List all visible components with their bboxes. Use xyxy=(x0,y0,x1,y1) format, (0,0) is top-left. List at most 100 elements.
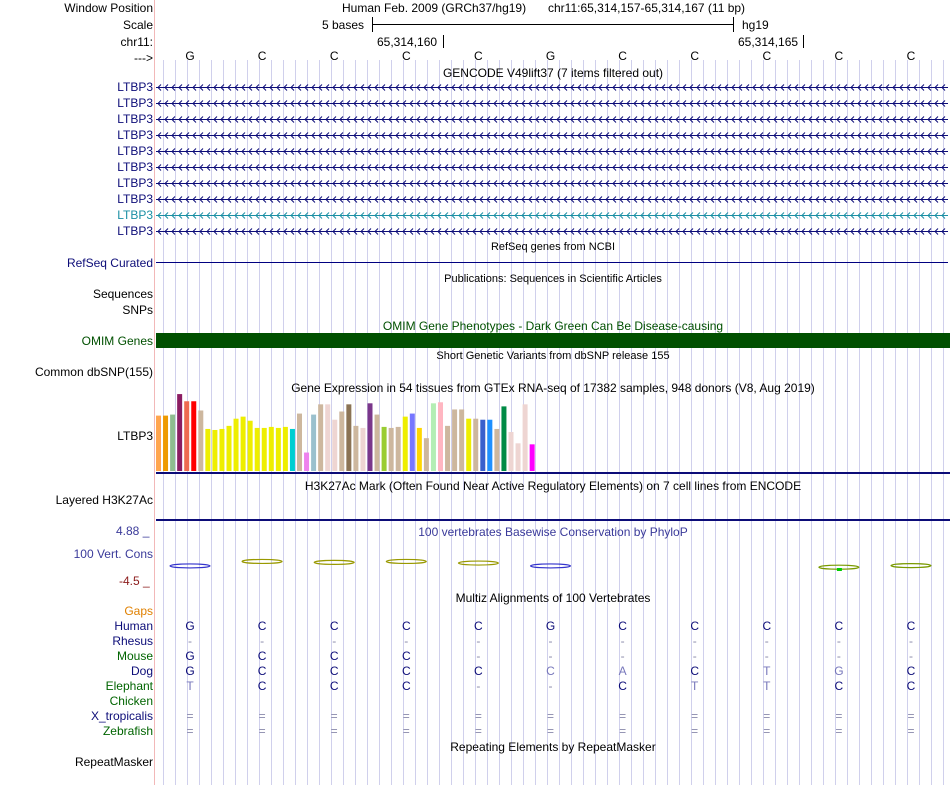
strand-arrow xyxy=(738,164,743,171)
strand-arrow xyxy=(346,148,351,155)
omim-gene-bar[interactable] xyxy=(156,333,950,348)
strand-arrow xyxy=(899,100,904,107)
gencode-intron-line[interactable] xyxy=(156,211,948,220)
gencode-item-label[interactable]: LTBP3 xyxy=(117,96,153,110)
strand-arrow xyxy=(332,132,337,139)
gencode-item-label[interactable]: LTBP3 xyxy=(117,192,153,206)
gencode-item-label[interactable]: LTBP3 xyxy=(117,176,153,190)
gencode-item-label[interactable]: LTBP3 xyxy=(117,112,153,126)
snps-label[interactable]: SNPs xyxy=(122,303,153,317)
gencode-item-label[interactable]: LTBP3 xyxy=(117,80,153,94)
strand-arrow xyxy=(346,180,351,187)
strand-arrow xyxy=(920,228,925,235)
strand-arrow xyxy=(570,148,575,155)
gtex-bar xyxy=(522,404,528,471)
strand-arrow xyxy=(850,116,855,123)
omim-track-title[interactable]: OMIM Gene Phenotypes - Dark Green Can Be… xyxy=(382,319,724,333)
gencode-item-label[interactable]: LTBP3 xyxy=(117,160,153,174)
strand-arrow xyxy=(759,84,764,91)
gencode-item-label[interactable]: LTBP3 xyxy=(117,224,153,238)
strand-arrow xyxy=(647,132,652,139)
gtex-track-title[interactable]: Gene Expression in 54 tissues from GTEx … xyxy=(291,381,815,395)
strand-arrow xyxy=(878,116,883,123)
multiz-track-title[interactable]: Multiz Alignments of 100 Vertebrates xyxy=(455,591,651,605)
strand-arrow xyxy=(451,84,456,91)
species-label[interactable]: Mouse xyxy=(116,649,153,663)
strand-arrow xyxy=(353,180,358,187)
gencode-item-label[interactable]: LTBP3 xyxy=(117,208,153,222)
alignment-base: = xyxy=(402,724,410,738)
strand-arrow xyxy=(157,100,162,107)
gtex-bar xyxy=(254,427,260,471)
strand-arrow xyxy=(374,84,379,91)
refseq-track-title[interactable]: RefSeq genes from NCBI xyxy=(490,241,616,253)
species-label[interactable]: Rhesus xyxy=(112,634,153,648)
strand-arrow xyxy=(535,228,540,235)
gencode-intron-line[interactable] xyxy=(156,195,948,204)
strand-arrow xyxy=(759,148,764,155)
gencode-intron-line[interactable] xyxy=(156,147,948,156)
strand-arrow xyxy=(612,228,617,235)
species-label[interactable]: Elephant xyxy=(105,679,153,693)
publications-label[interactable]: Sequences xyxy=(92,287,153,301)
dbsnp-label[interactable]: Common dbSNP(155) xyxy=(34,365,153,379)
strand-arrow xyxy=(241,164,246,171)
gtex-bar xyxy=(205,428,211,471)
gencode-intron-line[interactable] xyxy=(156,179,948,188)
gencode-item-label[interactable]: LTBP3 xyxy=(117,144,153,158)
scale-bar xyxy=(372,24,733,25)
publications-track-title[interactable]: Publications: Sequences in Scientific Ar… xyxy=(444,273,662,285)
species-label[interactable]: Zebrafish xyxy=(102,724,153,738)
strand-arrow xyxy=(633,180,638,187)
gencode-intron-line[interactable] xyxy=(156,115,948,124)
gencode-intron-line[interactable] xyxy=(156,83,948,92)
gencode-intron-line[interactable] xyxy=(156,163,948,172)
species-label[interactable]: Human xyxy=(114,619,153,633)
strand-arrow xyxy=(619,100,624,107)
repeatmasker-label[interactable]: RepeatMasker xyxy=(74,755,153,769)
gencode-intron-line[interactable] xyxy=(156,99,948,108)
alignment-base: G xyxy=(545,619,556,633)
h3k27ac-label[interactable]: Layered H3K27Ac xyxy=(55,493,153,507)
gencode-intron-line[interactable] xyxy=(156,131,948,140)
gtex-bar-chart[interactable] xyxy=(155,390,540,472)
strand-arrow xyxy=(745,196,750,203)
omim-label[interactable]: OMIM Genes xyxy=(81,334,153,348)
species-label[interactable]: Chicken xyxy=(109,694,153,708)
gencode-item-label[interactable]: LTBP3 xyxy=(117,128,153,142)
strand-arrow xyxy=(738,84,743,91)
strand-arrow xyxy=(906,196,911,203)
strand-arrow xyxy=(640,84,645,91)
strand-arrow xyxy=(934,196,939,203)
strand-arrow xyxy=(808,132,813,139)
strand-arrow xyxy=(836,84,841,91)
gtex-label[interactable]: LTBP3 xyxy=(117,429,153,443)
strand-arrow xyxy=(325,164,330,171)
strand-arrow xyxy=(199,116,204,123)
strand-arrow xyxy=(402,132,407,139)
refseq-gene-line[interactable] xyxy=(156,262,948,263)
repeatmasker-track-title[interactable]: Repeating Elements by RepeatMasker xyxy=(450,740,656,754)
strand-arrow xyxy=(633,148,638,155)
species-label[interactable]: X_tropicalis xyxy=(90,709,153,723)
strand-arrow xyxy=(451,116,456,123)
strand-arrow xyxy=(885,228,890,235)
gencode-intron-line[interactable] xyxy=(156,227,948,236)
strand-arrow xyxy=(703,164,708,171)
window-position-value[interactable]: chr11:65,314,157-65,314,167 (11 bp) xyxy=(548,1,746,15)
conservation-track-title[interactable]: 100 vertebrates Basewise Conservation by… xyxy=(418,525,688,539)
conservation-plot[interactable] xyxy=(155,550,950,580)
strand-arrow xyxy=(514,148,519,155)
h3k27ac-track-title[interactable]: H3K27Ac Mark (Often Found Near Active Re… xyxy=(304,479,802,493)
strand-arrow xyxy=(339,180,344,187)
refseq-label[interactable]: RefSeq Curated xyxy=(66,256,153,270)
dbsnp-track-title[interactable]: Short Genetic Variants from dbSNP releas… xyxy=(436,350,670,362)
strand-arrow xyxy=(472,180,477,187)
gencode-track-title[interactable]: GENCODE V49lift37 (7 items filtered out) xyxy=(442,66,664,80)
conservation-label[interactable]: 100 Vert. Cons xyxy=(73,547,153,561)
species-label[interactable]: Dog xyxy=(130,664,153,678)
strand-arrow xyxy=(745,116,750,123)
strand-arrow xyxy=(164,100,169,107)
strand-arrow xyxy=(479,116,484,123)
strand-arrow xyxy=(612,148,617,155)
